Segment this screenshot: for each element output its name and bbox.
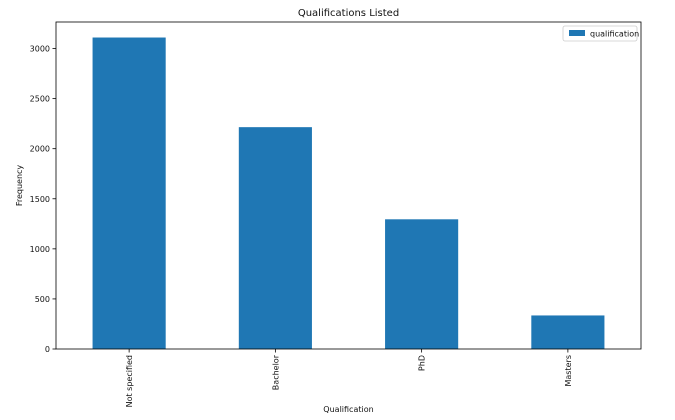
bars-layer — [92, 37, 605, 350]
legend-swatch — [569, 30, 585, 36]
y-tick-label-2500: 2500 — [30, 95, 50, 104]
legend-box — [562, 25, 638, 42]
y-tick-label-1000: 1000 — [30, 245, 50, 254]
y-axis-title: Frequency — [15, 165, 24, 207]
bar-phd — [385, 219, 459, 349]
x-tick-label-masters: Masters — [564, 355, 573, 387]
bar-masters — [531, 315, 605, 349]
y-tick-label-0: 0 — [45, 345, 50, 354]
legend-label: qualification — [590, 30, 639, 39]
y-tick-label-500: 500 — [35, 295, 50, 304]
plot-frame — [55, 21, 642, 350]
legend: qualification — [562, 25, 639, 42]
ticks-layer: 0 500 1000 1500 2000 2500 3000 Not specified Bac… — [30, 45, 573, 408]
x-tick-label-not-specified: Not specified — [125, 355, 134, 407]
y-tick-label-3000: 3000 — [30, 45, 50, 54]
chart-title: Qualifications Listed — [298, 8, 399, 19]
y-tick-label-2000: 2000 — [30, 145, 50, 154]
x-axis-title: Qualification — [323, 405, 373, 414]
bar-bachelor — [238, 127, 312, 349]
y-tick-label-1500: 1500 — [30, 195, 50, 204]
x-tick-label-phd: PhD — [418, 355, 427, 371]
x-tick-label-bachelor: Bachelor — [271, 354, 280, 390]
axes-layer — [55, 21, 642, 350]
bar-not-specified — [92, 37, 166, 350]
